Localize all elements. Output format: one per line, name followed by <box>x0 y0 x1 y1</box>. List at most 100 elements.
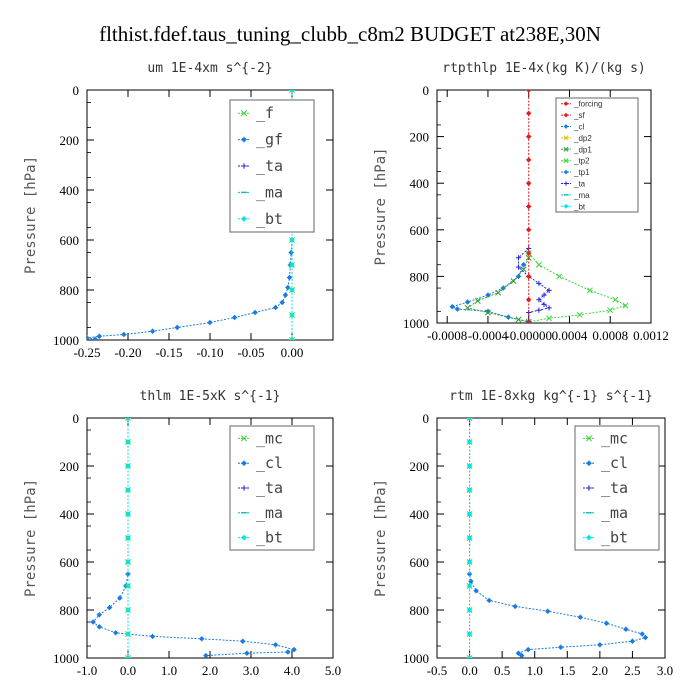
data-point-bt <box>125 607 131 613</box>
figure-title: flthist.fdef.taus_tuning_clubb_c8m2 BUDG… <box>99 22 601 46</box>
plot-frame <box>436 89 652 324</box>
x-tick-label: 3.0 <box>243 663 259 678</box>
legend-label: _forcing <box>573 100 602 109</box>
data-point-ta <box>536 297 542 303</box>
x-tick-label: 0.0 <box>120 663 136 678</box>
data-point-forcing <box>526 250 532 256</box>
data-point-bt <box>125 631 131 637</box>
data-point-tp1 <box>485 292 491 298</box>
legend-box <box>574 425 660 551</box>
data-point-cl <box>597 642 603 648</box>
x-tick-label: 0.0 <box>461 663 477 678</box>
data-point-gf <box>121 331 127 338</box>
y-tick-label: 1000 <box>403 316 429 331</box>
legend-label: _ma <box>256 504 283 522</box>
y-tick-label: 600 <box>410 223 430 238</box>
data-point-bt <box>289 287 295 293</box>
y-tick-label: 200 <box>60 459 80 474</box>
legend-label: _ma <box>256 183 283 201</box>
series-line-tp1 <box>450 264 529 323</box>
data-point-cl <box>642 635 649 641</box>
data-point-tp2 <box>546 315 553 322</box>
data-point-mc <box>466 655 473 658</box>
legend-label: _sf <box>573 111 585 120</box>
chart-panel-1: um 1E-4xm s^{-2} Pressure [hPa] 0 200 400 600… <box>23 61 334 360</box>
y-tick-label: 1000 <box>403 651 429 666</box>
data-point-ta <box>536 280 542 286</box>
legend-label: _tp2 <box>573 157 590 166</box>
x-tick-label: 1.0 <box>527 663 543 678</box>
data-point-dp1 <box>495 289 502 296</box>
data-point-bt <box>125 655 131 658</box>
data-point-forcing <box>526 273 532 279</box>
data-point-cl <box>113 630 119 636</box>
legend: _forcing _sf _cl _dp2 _dp1 _tp2 _tp1 _ta _ma _bt <box>555 97 639 213</box>
chart-title: rtm 1E-8xkg kg^{-1} s^{-1} <box>449 389 653 404</box>
legend-label: _bt <box>256 529 283 547</box>
data-point-cl <box>106 605 113 611</box>
data-point-forcing <box>526 320 532 323</box>
legend-entry: _ta <box>238 479 283 497</box>
legend-entry: _tp1 <box>561 168 590 177</box>
legend: _mc _cl _ta _ma _bt <box>229 425 315 551</box>
data-point-bt <box>466 631 473 637</box>
plot-frame <box>436 417 666 659</box>
x-tick-label: 2.5 <box>624 663 640 678</box>
x-tick-label: -0.00000 <box>505 328 552 343</box>
data-point-dp1 <box>515 316 522 323</box>
legend-label: _ta <box>601 479 628 497</box>
data-point-mc <box>125 655 131 658</box>
x-tick-label: 4.0 <box>284 663 300 678</box>
x-tick-label: 2.0 <box>592 663 608 678</box>
legend-label: _cl <box>601 454 628 472</box>
series-group <box>466 418 649 658</box>
legend-label: _mc <box>601 429 628 447</box>
chart-title: thlm 1E-5xK s^{-1} <box>140 389 281 404</box>
data-point-tp2 <box>622 302 629 309</box>
data-point-bt <box>125 559 131 565</box>
data-point-gf <box>252 309 258 316</box>
x-tick-label: -0.0008 <box>427 328 467 343</box>
legend-entry: _ma <box>561 191 590 200</box>
data-point-cl <box>603 620 609 626</box>
data-point-ta <box>536 307 542 313</box>
data-point-gf <box>273 304 279 311</box>
legend-label: _bt <box>601 529 628 547</box>
x-tick-label: 1.0 <box>161 663 177 678</box>
y-tick-label: 600 <box>60 555 80 570</box>
x-tick-label: -0.20 <box>114 345 141 360</box>
data-point-gf <box>232 314 238 321</box>
data-point-cl <box>629 638 636 644</box>
legend-label: _ta <box>256 157 283 175</box>
data-point-cl <box>96 612 102 618</box>
data-point-gf <box>87 335 90 340</box>
legend-label: _ta <box>256 479 283 497</box>
legend-entry: _bt <box>238 529 283 547</box>
data-point-cl <box>545 608 551 614</box>
x-tick-label: 0.00 <box>281 345 304 360</box>
data-point-bt <box>466 535 473 541</box>
data-point-gf <box>279 299 285 306</box>
chart-title: rtpthlp 1E-4x(kg K)/(kg s) <box>442 61 646 76</box>
y-tick-label: 0 <box>73 83 80 98</box>
data-point-cl <box>519 653 525 658</box>
chart-panels: um 1E-4xm s^{-2} Pressure [hPa] 0 200 400 600… <box>23 61 673 678</box>
data-point-bt <box>289 337 295 340</box>
data-point-cl <box>473 588 479 594</box>
data-point-tp2 <box>576 311 583 318</box>
data-point-cl <box>150 633 156 639</box>
x-tick-label: 0.5 <box>494 663 510 678</box>
legend-label: _dp2 <box>573 134 592 143</box>
y-tick-label: 400 <box>60 183 80 198</box>
data-point-mc <box>466 418 473 421</box>
x-tick-label: -0.15 <box>155 345 182 360</box>
data-point-forcing <box>526 180 532 186</box>
data-point-cl <box>623 626 629 632</box>
series-group <box>90 418 297 658</box>
data-point-tp1 <box>464 299 471 305</box>
data-point-cl <box>515 650 522 656</box>
data-point-cl <box>558 644 564 650</box>
data-point-bt <box>466 607 473 613</box>
data-point-tp2 <box>612 296 619 303</box>
